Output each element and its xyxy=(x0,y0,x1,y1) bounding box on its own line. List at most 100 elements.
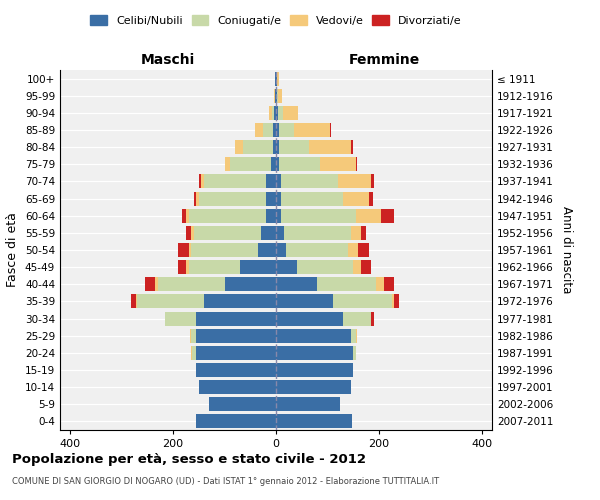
Bar xyxy=(199,192,266,205)
Bar xyxy=(278,158,320,172)
Text: Femmine: Femmine xyxy=(349,52,419,66)
Bar xyxy=(276,294,332,308)
Bar xyxy=(277,88,278,102)
Bar xyxy=(276,88,277,102)
Bar xyxy=(204,294,276,308)
Bar xyxy=(272,106,274,120)
Text: Maschi: Maschi xyxy=(141,52,195,66)
Bar xyxy=(269,106,272,120)
Bar xyxy=(155,278,158,291)
Bar xyxy=(296,260,353,274)
Bar xyxy=(371,174,374,188)
Bar xyxy=(320,158,356,172)
Bar xyxy=(276,380,350,394)
Bar xyxy=(188,260,240,274)
Bar xyxy=(394,294,400,308)
Bar xyxy=(190,328,191,342)
Bar xyxy=(276,414,352,428)
Bar xyxy=(276,123,278,137)
Bar xyxy=(281,174,338,188)
Bar xyxy=(186,260,188,274)
Bar xyxy=(209,398,276,411)
Bar xyxy=(224,158,230,172)
Bar xyxy=(196,312,276,326)
Bar xyxy=(178,243,188,257)
Bar xyxy=(191,328,196,342)
Bar xyxy=(186,208,188,222)
Bar xyxy=(188,208,266,222)
Bar xyxy=(275,88,276,102)
Bar xyxy=(266,192,276,205)
Bar xyxy=(178,260,186,274)
Bar xyxy=(276,192,281,205)
Bar xyxy=(276,312,343,326)
Legend: Celibi/Nubili, Coniugati/e, Vedovi/e, Divorziati/e: Celibi/Nubili, Coniugati/e, Vedovi/e, Di… xyxy=(86,10,466,30)
Bar xyxy=(271,158,276,172)
Bar xyxy=(182,208,186,222)
Bar xyxy=(256,123,263,137)
Bar xyxy=(188,243,191,257)
Bar xyxy=(353,346,356,360)
Bar xyxy=(274,88,275,102)
Bar xyxy=(191,243,258,257)
Bar xyxy=(284,226,350,240)
Bar xyxy=(196,192,199,205)
Bar xyxy=(199,380,276,394)
Bar xyxy=(278,140,310,154)
Bar xyxy=(158,278,224,291)
Bar xyxy=(224,278,276,291)
Bar xyxy=(276,363,353,377)
Bar xyxy=(294,123,330,137)
Bar xyxy=(191,226,194,240)
Bar xyxy=(350,140,353,154)
Bar xyxy=(191,346,192,360)
Bar xyxy=(382,208,394,222)
Bar xyxy=(317,278,376,291)
Bar xyxy=(356,158,357,172)
Bar xyxy=(276,398,340,411)
Bar xyxy=(276,278,317,291)
Bar xyxy=(192,346,196,360)
Bar xyxy=(131,294,136,308)
Bar xyxy=(281,192,343,205)
Bar xyxy=(276,72,277,86)
Bar xyxy=(274,106,276,120)
Bar xyxy=(338,174,371,188)
Bar xyxy=(276,208,281,222)
Bar xyxy=(358,243,368,257)
Bar xyxy=(281,208,356,222)
Bar xyxy=(376,278,384,291)
Bar xyxy=(202,174,204,188)
Bar xyxy=(240,260,276,274)
Bar xyxy=(371,312,374,326)
Bar xyxy=(276,260,296,274)
Bar xyxy=(196,346,276,360)
Bar xyxy=(242,140,274,154)
Bar xyxy=(353,260,361,274)
Bar xyxy=(196,363,276,377)
Bar xyxy=(258,243,276,257)
Bar xyxy=(194,192,196,205)
Bar xyxy=(263,123,274,137)
Bar xyxy=(145,278,155,291)
Bar xyxy=(266,208,276,222)
Bar xyxy=(276,328,350,342)
Bar xyxy=(283,106,298,120)
Text: Popolazione per età, sesso e stato civile - 2012: Popolazione per età, sesso e stato civil… xyxy=(12,452,366,466)
Bar xyxy=(275,72,276,86)
Bar xyxy=(350,328,356,342)
Bar xyxy=(384,278,394,291)
Bar xyxy=(137,294,204,308)
Bar xyxy=(274,140,276,154)
Bar xyxy=(343,192,368,205)
Bar xyxy=(274,123,276,137)
Y-axis label: Anni di nascita: Anni di nascita xyxy=(560,206,573,294)
Bar xyxy=(356,328,357,342)
Bar xyxy=(278,106,283,120)
Bar xyxy=(276,243,286,257)
Text: COMUNE DI SAN GIORGIO DI NOGARO (UD) - Dati ISTAT 1° gennaio 2012 - Elaborazione: COMUNE DI SAN GIORGIO DI NOGARO (UD) - D… xyxy=(12,478,439,486)
Bar xyxy=(166,312,196,326)
Bar xyxy=(348,243,358,257)
Bar xyxy=(368,192,373,205)
Bar xyxy=(350,226,361,240)
